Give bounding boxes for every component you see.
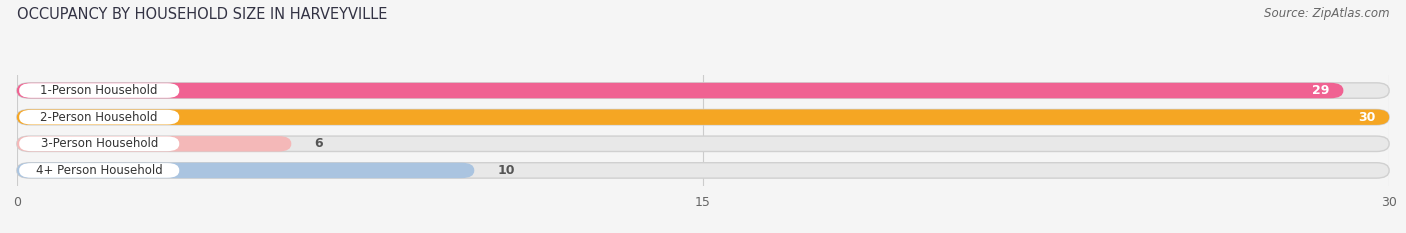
Text: Source: ZipAtlas.com: Source: ZipAtlas.com <box>1264 7 1389 20</box>
FancyBboxPatch shape <box>17 163 474 178</box>
FancyBboxPatch shape <box>17 83 1343 98</box>
Text: OCCUPANCY BY HOUSEHOLD SIZE IN HARVEYVILLE: OCCUPANCY BY HOUSEHOLD SIZE IN HARVEYVIL… <box>17 7 387 22</box>
Text: 1-Person Household: 1-Person Household <box>41 84 157 97</box>
Text: 4+ Person Household: 4+ Person Household <box>35 164 163 177</box>
Text: 30: 30 <box>1358 111 1375 124</box>
Text: 10: 10 <box>498 164 515 177</box>
FancyBboxPatch shape <box>20 163 179 178</box>
FancyBboxPatch shape <box>17 136 1389 151</box>
Text: 2-Person Household: 2-Person Household <box>41 111 157 124</box>
FancyBboxPatch shape <box>17 110 1389 125</box>
FancyBboxPatch shape <box>17 83 1389 98</box>
Text: 6: 6 <box>314 137 323 150</box>
FancyBboxPatch shape <box>17 110 1389 125</box>
FancyBboxPatch shape <box>20 110 179 124</box>
Text: 3-Person Household: 3-Person Household <box>41 137 157 150</box>
FancyBboxPatch shape <box>17 136 291 151</box>
FancyBboxPatch shape <box>17 163 1389 178</box>
FancyBboxPatch shape <box>20 137 179 151</box>
FancyBboxPatch shape <box>20 83 179 98</box>
Text: 29: 29 <box>1312 84 1330 97</box>
